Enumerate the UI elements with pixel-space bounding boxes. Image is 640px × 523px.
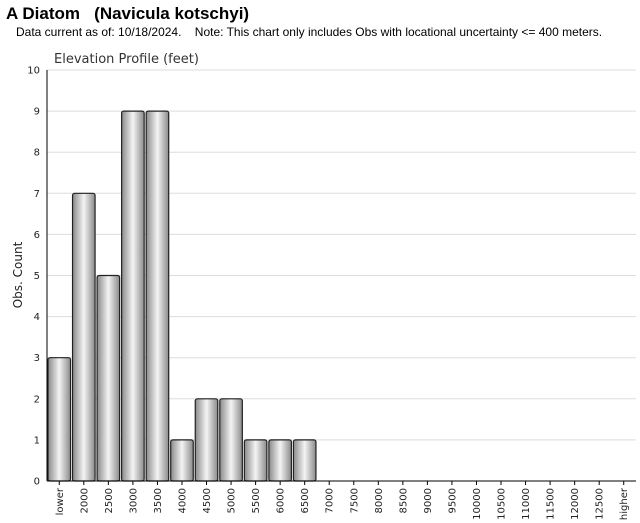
x-tick-label: 7500 [349, 488, 360, 513]
bar-4000 [170, 439, 194, 482]
bar-2500 [96, 274, 121, 482]
x-tick-label: 3000 [128, 488, 139, 513]
x-tick-label: 6500 [300, 488, 311, 513]
y-tick-label: 5 [34, 271, 40, 282]
x-tick-label: 11000 [521, 488, 532, 520]
x-tick-label: 6000 [276, 488, 287, 513]
x-tick-label: higher [619, 487, 630, 520]
x-tick-label: 8500 [398, 488, 409, 513]
axes [46, 70, 636, 482]
x-tick-labels: lower 2000 2500 3000 3500 4000 4500 5000 5500 600… [55, 481, 630, 520]
x-tick-label: 10500 [497, 488, 508, 520]
x-tick-label: 4500 [202, 488, 213, 513]
bar-5500 [243, 439, 268, 482]
y-tick-label: 7 [34, 189, 40, 200]
bar-6500 [292, 439, 317, 482]
chart-title: Elevation Profile (feet) [54, 52, 199, 67]
y-axis-label: Obs. Count [11, 241, 25, 308]
x-tick-label: 5500 [251, 488, 262, 513]
y-tick-labels: 0 1 2 3 4 5 6 7 8 9 10 [27, 66, 40, 488]
x-tick-label: 9500 [447, 488, 458, 513]
bar-3500 [145, 110, 170, 482]
x-tick-label: 5000 [227, 488, 238, 513]
y-tick-label: 9 [34, 107, 40, 118]
y-tick-label: 10 [27, 66, 40, 77]
data-note: Data current as of: 10/18/2024. Note: Th… [16, 25, 603, 39]
x-tick-label: 8000 [374, 488, 385, 513]
x-tick-label: 2500 [104, 488, 115, 513]
grid-lines [47, 69, 636, 441]
x-tick-label: 10000 [472, 488, 483, 520]
x-tick-label: 12000 [570, 488, 581, 520]
y-tick-label: 4 [34, 312, 40, 323]
bar-5000 [219, 398, 243, 482]
bar-2000 [71, 192, 96, 482]
x-tick-label: lower [55, 487, 66, 515]
y-tick-label: 8 [34, 148, 40, 159]
x-tick-label: 11500 [546, 488, 557, 520]
y-tick-label: 2 [34, 394, 40, 405]
bar-3000 [121, 110, 145, 482]
bar-lower [47, 357, 72, 482]
x-tick-label: 7000 [325, 488, 336, 513]
x-tick-label: 12500 [595, 488, 606, 520]
x-tick-label: 2000 [79, 488, 90, 513]
x-tick-label: 4000 [177, 488, 188, 513]
y-tick-label: 6 [34, 230, 40, 241]
bars [47, 110, 317, 482]
page-title: A Diatom (Navicula kotschyi) [6, 4, 250, 23]
y-tick-label: 0 [34, 477, 40, 488]
x-tick-label: 9000 [423, 488, 434, 513]
bar-4500 [194, 398, 219, 482]
bar-6000 [268, 439, 293, 482]
x-tick-label: 3500 [153, 488, 164, 513]
y-tick-label: 1 [34, 435, 40, 446]
y-tick-label: 3 [34, 353, 40, 364]
